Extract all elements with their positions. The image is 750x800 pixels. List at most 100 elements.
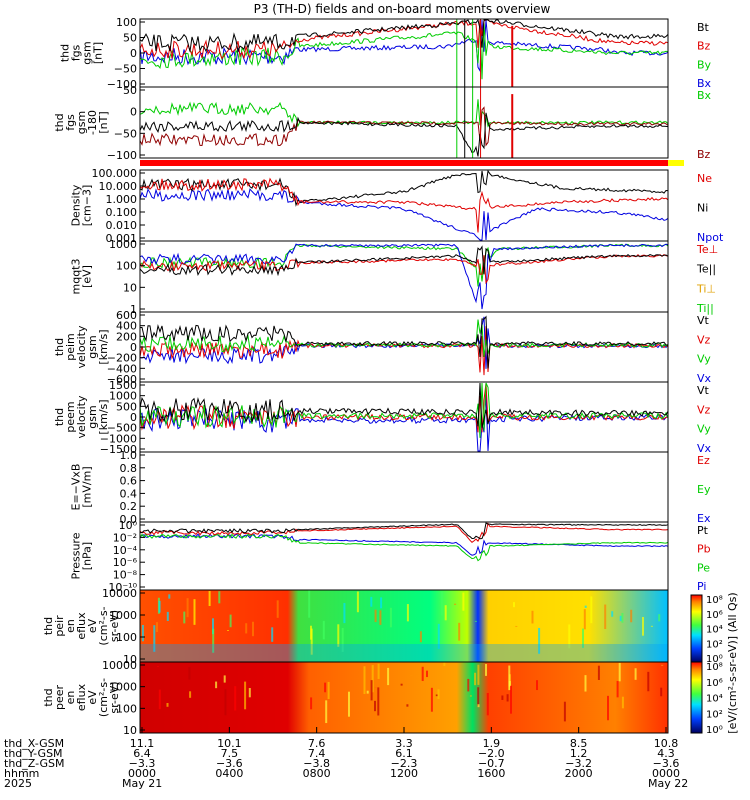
y-label-line: eflux [75,612,88,640]
spectrogram-streak [341,627,344,652]
series-fgs_gsm-3 [139,18,669,54]
spectrogram-streak [510,685,512,714]
spectrogram-streak [621,696,624,709]
spectrogram-streak [406,604,409,622]
legend-entry: Bz [697,148,711,161]
spectrogram-streak [212,628,215,653]
y-label-line: thd [42,617,55,635]
spectrogram-streak [234,686,237,711]
y-label-line: [km/s] [97,399,110,434]
y-tick-label: −600 [107,373,137,386]
spectrogram-streak [531,610,534,624]
y-tick-label: 0.6 [120,475,138,488]
y-label-line: thd [59,44,72,62]
y-tick-label: −1500 [100,443,137,456]
x-axis-value: 2000 [565,767,593,780]
y-tick-label: 10 [123,281,137,294]
y-axes: 100500−50−100thdfgsgsm[nT]500−50−100thdf… [42,16,145,737]
colorbar-tick: 10⁰ [706,654,723,665]
spectrogram-streak [371,665,374,693]
spectrogram-streak [343,603,346,624]
spectrogram-streak [597,665,600,680]
series-fgs_gsm_theta-2 [139,112,669,157]
y-tick-label: 10⁻⁶ [113,556,138,569]
series-density-1 [139,169,669,207]
y-label-line: [nT] [92,42,105,64]
y-tick-label: −200 [107,352,137,365]
x-axis-row-label: thd_Z-GSM [4,757,64,770]
spectrogram-streak [584,675,587,692]
x-axis-value: 8.5 [570,737,588,750]
x-axis-row-label: thd_Y-GSM [4,747,63,760]
spectrogram-streak [421,666,424,681]
spectrogram-streak [212,618,214,635]
x-axis-value: 7.6 [308,737,326,750]
series-fgs_gsm_theta-0 [139,99,669,128]
legend-entry: Vt [697,384,710,397]
panel-electron_spec [139,661,669,734]
y-label-line: peim [64,333,77,361]
x-axis-value: 0800 [303,767,331,780]
y-tick-label: 100.000 [92,167,138,180]
spectrogram-streak [661,664,664,666]
y-tick-label: −500 [107,422,137,435]
y-tick-label: 0.4 [120,487,138,500]
y-label-line: mqqt3 [70,259,83,295]
spectrogram-streak [400,683,403,686]
spectrogram-ion_spec [140,590,668,662]
y-tick-label: 0.100 [106,206,138,219]
x-axis-value: May 22 [648,777,688,790]
spectrogram-streak [477,687,480,707]
y-label-line: Pressure [70,532,83,579]
legend-entry: Ti⊥ [696,282,716,295]
x-axis-value: −2.3 [391,757,418,770]
y-tick-label: 10 [123,724,137,737]
spectrogram-streak [377,663,380,679]
colorbar-tick: 10² [706,639,723,650]
series-electron_velocity-2 [139,382,669,438]
x-axis-value: −3.6 [216,757,243,770]
y-label-line: Density [70,184,83,226]
spectrogram-streak [366,690,369,694]
legend-entry: Vz [697,333,711,346]
spectrogram-streak [166,611,169,621]
spectrogram-streak [310,697,313,710]
x-axis-value: 1600 [477,767,505,780]
y-label-line: en [64,691,77,705]
spectrogram-streak [156,666,159,667]
y-label-line: gsm [86,405,99,428]
y-label-line: thd [53,338,66,356]
x-axis-value: −3.2 [565,757,592,770]
x-axis-value: 11.1 [130,737,155,750]
panel-ion_spec [139,589,669,663]
spectrogram-streak [186,598,189,618]
spectrogram-electron_spec [140,662,668,733]
x-axis-value: May 21 [122,777,162,790]
y-label-line: en [64,619,77,633]
spectrogram-streak [189,691,192,698]
spectrogram-streak [325,700,328,724]
y-tick-label: −100 [107,78,137,91]
spectrogram-streak [454,603,457,605]
spectrogram-streak [437,623,440,649]
y-tick-label: 1.0 [120,449,138,462]
y-label-line: thd [53,113,66,131]
spectrogram-streak [374,609,377,623]
spectrogram-streak [227,630,229,631]
spectrogram-streak [440,591,443,616]
y-axis-label-density: Density[cm−3] [70,184,94,226]
spectrogram-streak [370,596,373,607]
y-tick-label: 1000 [109,390,137,403]
y-label-line: [eV] [81,265,94,288]
spectrogram-streak [252,621,254,637]
spectrogram-streak [607,695,609,721]
x-axis-value: 0000 [128,767,156,780]
y-tick-label: 100 [116,631,137,644]
series-temperature-3 [139,245,669,277]
spectrogram-streak [437,689,440,700]
y-tick-label: 0 [130,106,137,119]
y-tick-label: 0.001 [106,232,138,245]
spectrogram-streak [370,680,373,701]
